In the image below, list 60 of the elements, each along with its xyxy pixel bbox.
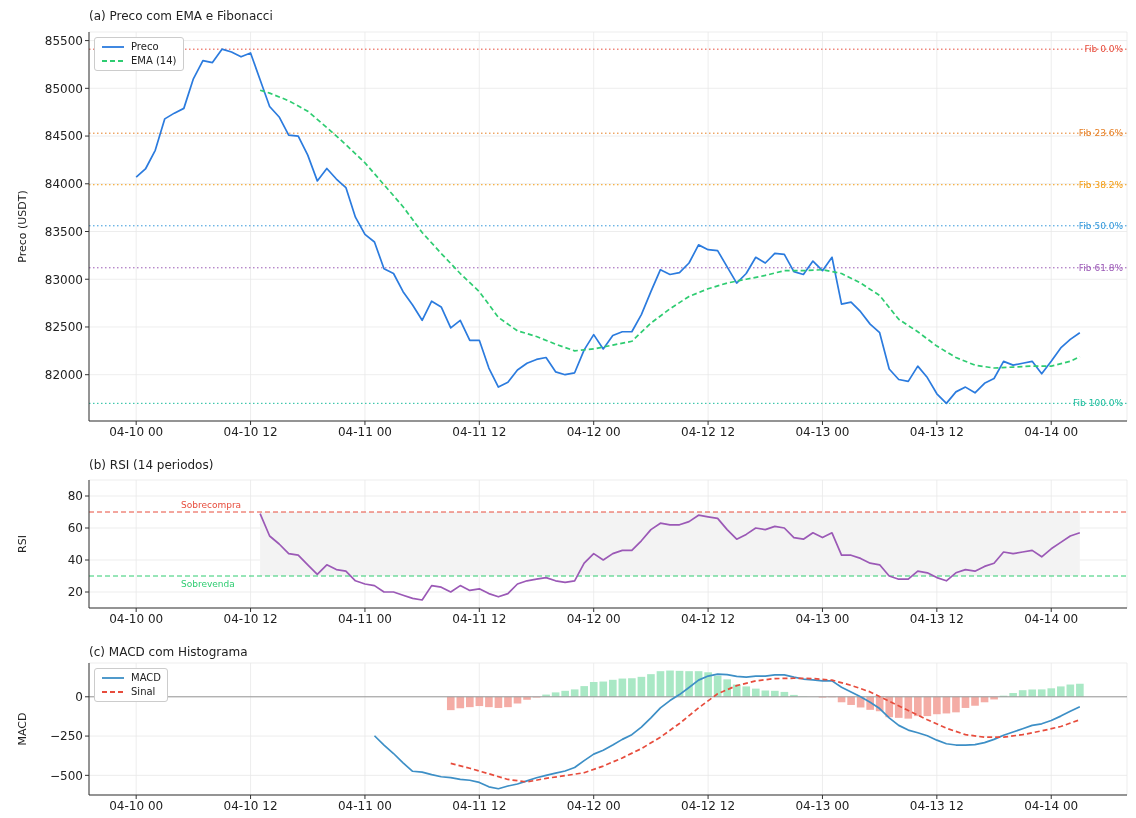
x-tick-label: 04-13 00 [795,798,850,813]
y-tick-label: 82000 [44,367,83,382]
y-tick-label: −500 [50,768,83,783]
x-tick-label: 04-12 00 [566,611,621,626]
x-tick-label: 04-10 00 [109,611,164,626]
x-tick-label: 04-11 12 [452,424,507,439]
legend-label: MACD [131,671,161,685]
ref-line-label: Fib 50.0% [1078,220,1124,231]
ref-line-label: Fib 100.0% [1073,398,1124,409]
y-tick-label: 40 [67,553,83,568]
y-tick-label: 85000 [44,81,83,96]
y-tick-label: 83500 [44,224,83,239]
x-tick-label: 04-13 00 [795,424,850,439]
y-tick-label: 80 [67,489,83,504]
x-tick-label: 04-11 12 [452,798,507,813]
x-tick-label: 04-10 12 [223,798,278,813]
y-tick-label: 20 [67,585,83,600]
y-tick-label: 84500 [44,129,83,144]
x-tick-label: 04-14 00 [1024,798,1079,813]
x-tick-label: 04-10 12 [223,424,278,439]
x-tick-label: 04-10 00 [109,798,164,813]
y-tick-label: −250 [50,729,83,744]
x-tick-label: 04-12 12 [681,424,736,439]
y-tick-label: 85500 [44,33,83,48]
legend-label: Preco [131,40,159,54]
legend-label: Sinal [131,685,156,699]
x-tick-label: 04-13 00 [795,611,850,626]
ref-line-label: Fib 0.0% [1084,44,1124,55]
ref-line-label: Fib 23.6% [1078,128,1124,139]
y-tick-label: 82500 [44,320,83,335]
x-tick-label: 04-11 00 [337,611,392,626]
y-axis-title: Preco (USDT) [15,190,29,263]
y-tick-label: 84000 [44,177,83,192]
x-tick-label: 04-11 00 [337,798,392,813]
ref-line-label: Sobrevenda [181,579,235,589]
y-axis-title: RSI [15,535,29,553]
ref-line-label: Fib 61.8% [1078,262,1124,273]
x-tick-label: 04-14 00 [1024,424,1079,439]
chart-title: (a) Preco com EMA e Fibonacci [88,8,274,25]
chart-title: (c) MACD com Histograma [88,644,249,660]
ref-line-label: Fib 38.2% [1078,179,1124,190]
y-axis-title: MACD [15,712,29,746]
x-tick-label: 04-10 00 [109,424,164,439]
x-tick-label: 04-12 00 [566,424,621,439]
x-tick-label: 04-11 00 [337,424,392,439]
y-tick-label: 83000 [44,272,83,287]
y-tick-label: 0 [75,690,83,705]
ref-line-label: Sobrecompra [181,500,242,510]
x-tick-label: 04-12 12 [681,611,736,626]
chart-title: (b) RSI (14 periodos) [88,457,215,473]
x-tick-label: 04-13 12 [909,611,964,626]
x-tick-label: 04-11 12 [452,611,507,626]
x-tick-label: 04-12 12 [681,798,736,813]
x-tick-label: 04-14 00 [1024,611,1079,626]
x-tick-label: 04-13 12 [909,424,964,439]
legend-label: EMA (14) [131,54,177,68]
x-tick-label: 04-12 00 [566,798,621,813]
y-tick-label: 60 [67,521,83,536]
x-tick-label: 04-10 12 [223,611,278,626]
x-tick-label: 04-13 12 [909,798,964,813]
